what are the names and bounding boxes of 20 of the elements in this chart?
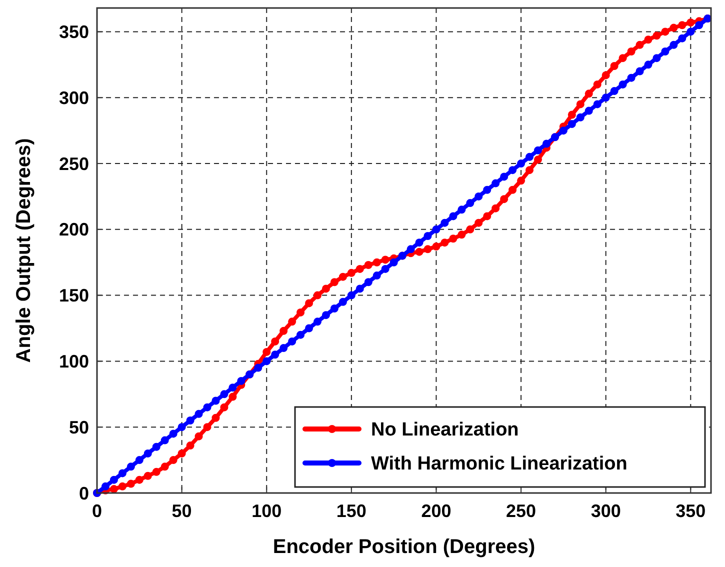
y-tick-label: 100 — [58, 352, 89, 372]
x-tick-label: 250 — [506, 501, 536, 521]
x-tick-label: 350 — [676, 501, 706, 521]
y-axis-title: Angle Output (Degrees) — [13, 138, 35, 363]
x-axis-title: Encoder Position (Degrees) — [272, 536, 536, 558]
x-tick-label: 150 — [336, 501, 366, 521]
y-tick-label: 350 — [58, 22, 89, 42]
x-tick-label: 0 — [92, 501, 102, 521]
y-tick-label: 50 — [68, 417, 89, 438]
y-tick-label: 0 — [78, 483, 89, 504]
y-tick-label: 300 — [58, 88, 89, 108]
legend-label: No Linearization — [371, 420, 519, 441]
x-tick-label: 100 — [252, 501, 282, 521]
x-tick-label: 50 — [172, 501, 192, 521]
legend-label: With Harmonic Linearization — [371, 454, 628, 475]
x-tick-label: 200 — [421, 501, 452, 521]
y-tick-label: 200 — [58, 220, 89, 240]
y-tick-label: 150 — [58, 286, 89, 306]
x-tick-label: 300 — [590, 501, 621, 521]
y-tick-label: 250 — [58, 154, 89, 174]
